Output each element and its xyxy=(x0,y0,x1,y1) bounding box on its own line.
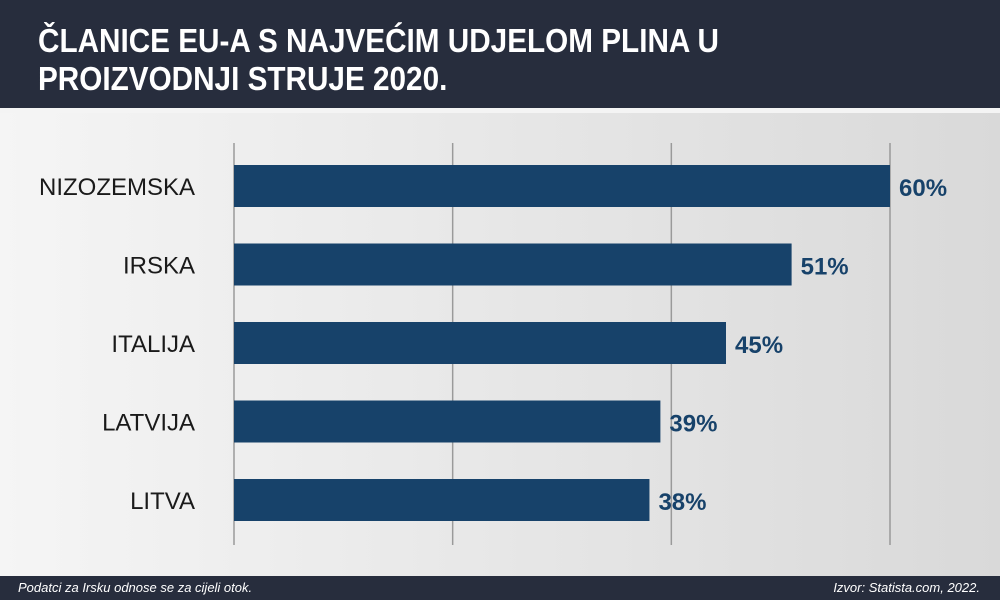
category-label-nizozemska: NIZOZEMSKA xyxy=(39,174,195,201)
category-label-irska: IRSKA xyxy=(123,253,195,280)
value-label-litva: 38% xyxy=(658,489,706,516)
bar-latvija xyxy=(234,400,661,443)
category-label-latvija: LATVIJA xyxy=(102,410,195,437)
footer: Podatci za Irsku odnose se za cijeli oto… xyxy=(0,576,1000,600)
value-label-italija: 45% xyxy=(735,332,783,359)
footnote: Podatci za Irsku odnose se za cijeli oto… xyxy=(18,580,253,595)
source-credit: Izvor: Statista.com, 2022. xyxy=(833,580,980,595)
category-label-italija: ITALIJA xyxy=(111,331,195,358)
bar-chart: NIZOZEMSKA 60% IRSKA 51% ITALIJA 45% LATVIJA 39… xyxy=(39,143,947,545)
bar-nizozemska xyxy=(234,165,890,207)
value-label-nizozemska: 60% xyxy=(899,175,947,202)
bar-litva xyxy=(234,479,650,521)
value-label-irska: 51% xyxy=(801,254,849,281)
chart-title: ČLANICE EU-A S NAJVEĆIM UDJELOM PLINA U … xyxy=(38,22,719,97)
value-label-latvija: 39% xyxy=(669,411,717,438)
bar-italija xyxy=(234,322,726,364)
category-label-litva: LITVA xyxy=(130,488,195,515)
chart-panel: NIZOZEMSKA 60% IRSKA 51% ITALIJA 45% LATVIJA 39… xyxy=(0,113,1000,576)
header: ČLANICE EU-A S NAJVEĆIM UDJELOM PLINA U … xyxy=(0,0,1000,108)
divider xyxy=(0,108,1000,113)
bar-irska xyxy=(234,243,792,286)
